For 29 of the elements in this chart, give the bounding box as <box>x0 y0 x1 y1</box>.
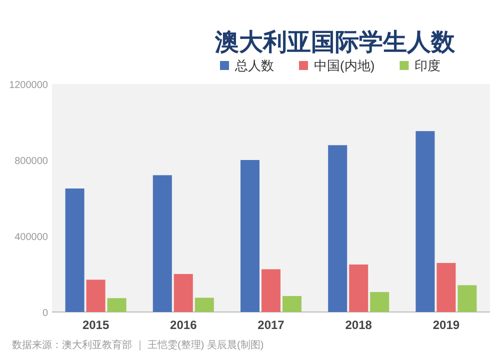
y-tick-label: 800000 <box>14 156 48 167</box>
bar <box>152 175 172 312</box>
legend-label: 总人数 <box>234 58 274 73</box>
y-tick-label: 400000 <box>14 232 48 243</box>
bar <box>194 298 214 312</box>
y-tick-label: 0 <box>42 308 48 319</box>
bar <box>65 188 84 312</box>
bar <box>86 280 106 312</box>
legend-label: 印度 <box>414 58 441 73</box>
x-tick-label: 2019 <box>432 318 460 332</box>
bar <box>436 262 456 312</box>
legend-label: 中国(内地) <box>314 58 375 73</box>
bar <box>262 269 280 312</box>
x-tick-label: 2015 <box>82 318 110 332</box>
bar <box>107 298 126 312</box>
bar <box>370 292 390 312</box>
bar <box>240 160 260 312</box>
x-tick-label: 2018 <box>345 318 372 332</box>
bar <box>349 264 368 312</box>
bar <box>282 296 302 312</box>
bar <box>174 274 193 312</box>
bar <box>416 131 435 312</box>
bar <box>458 285 477 312</box>
chart-title: 澳大利亚国际学生人数 <box>214 29 456 56</box>
bar <box>328 145 348 312</box>
source-note: 数据来源：澳大利亚教育部 ｜ 王恺雯(整理) 吴辰晨(制图) <box>12 339 264 351</box>
x-tick-label: 2017 <box>258 318 285 332</box>
x-tick-label: 2016 <box>170 318 198 332</box>
y-tick-label: 1200000 <box>9 80 48 91</box>
